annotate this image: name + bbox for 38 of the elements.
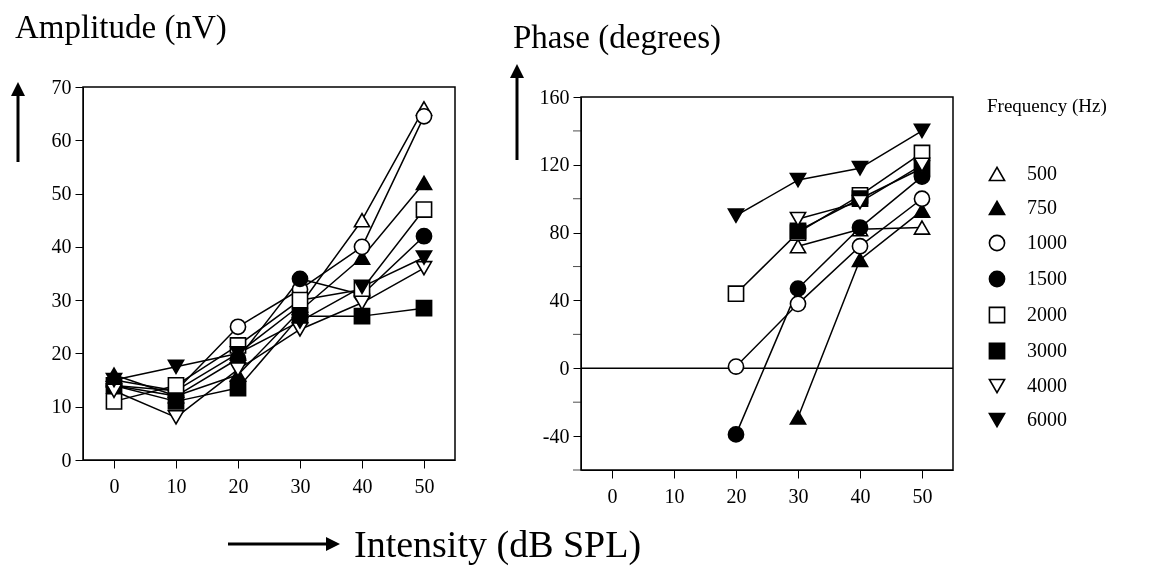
x-tick-label: 20	[228, 474, 249, 497]
x-tick-label: 30	[290, 474, 311, 497]
y-tick-label: 40	[51, 235, 72, 258]
y-tick-label: -40	[542, 424, 570, 447]
y-tick-label: 20	[51, 341, 72, 364]
x-tick-label: 40	[850, 484, 871, 507]
legend-label: 750	[1027, 196, 1057, 218]
x-tick-label: 10	[664, 484, 685, 507]
chart-title: Amplitude (nV)	[15, 9, 227, 46]
y-tick-label: 30	[51, 288, 72, 311]
x-tick-label: 20	[726, 484, 747, 507]
x-tick-label: 40	[352, 474, 373, 497]
legend-label: 1000	[1027, 231, 1067, 253]
y-tick-label: 120	[539, 153, 570, 176]
chart-title: Phase (degrees)	[513, 19, 721, 56]
legend-label: 4000	[1027, 374, 1067, 396]
legend-label: 3000	[1027, 339, 1067, 361]
legend-title: Frequency (Hz)	[987, 95, 1107, 117]
y-tick-label: 70	[51, 75, 72, 98]
y-tick-label: 10	[51, 395, 72, 418]
y-tick-label: 160	[539, 85, 570, 108]
legend-label: 1500	[1027, 267, 1067, 289]
x-tick-label: 10	[166, 474, 187, 497]
x-axis-title: Intensity (dB SPL)	[354, 522, 642, 566]
legend-label: 500	[1027, 162, 1057, 184]
x-tick-label: 0	[109, 474, 120, 497]
x-tick-label: 50	[414, 474, 435, 497]
x-tick-label: 50	[912, 484, 933, 507]
y-tick-label: 60	[51, 128, 72, 151]
legend-label: 2000	[1027, 303, 1067, 325]
y-tick-label: 80	[549, 221, 570, 244]
y-tick-label: 40	[549, 288, 570, 311]
y-tick-label: 0	[559, 356, 570, 379]
y-tick-label: 0	[61, 448, 72, 471]
legend-label: 6000	[1027, 408, 1067, 430]
x-tick-label: 0	[607, 484, 618, 507]
x-tick-label: 30	[788, 484, 809, 507]
y-tick-label: 50	[51, 182, 72, 205]
